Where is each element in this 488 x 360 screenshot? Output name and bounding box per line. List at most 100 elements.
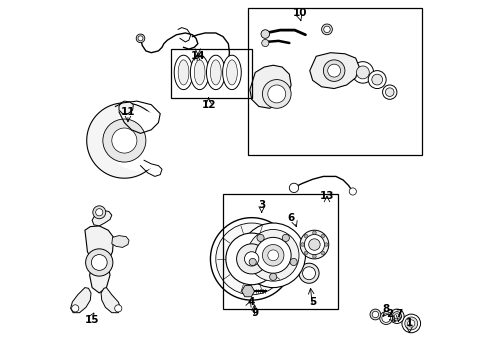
Text: 9: 9 bbox=[251, 308, 258, 318]
Circle shape bbox=[323, 26, 329, 33]
Circle shape bbox=[269, 273, 276, 280]
Circle shape bbox=[381, 314, 389, 322]
Bar bbox=[247, 8, 421, 155]
Polygon shape bbox=[174, 55, 192, 90]
Polygon shape bbox=[86, 103, 162, 178]
Polygon shape bbox=[210, 60, 221, 85]
Circle shape bbox=[247, 229, 298, 281]
Circle shape bbox=[262, 80, 290, 108]
Circle shape bbox=[356, 66, 368, 79]
Polygon shape bbox=[101, 288, 121, 313]
Text: 3: 3 bbox=[258, 200, 265, 210]
Circle shape bbox=[300, 230, 328, 259]
Circle shape bbox=[108, 110, 169, 171]
Circle shape bbox=[302, 267, 315, 280]
Circle shape bbox=[72, 305, 79, 312]
Polygon shape bbox=[70, 288, 91, 313]
Text: 7: 7 bbox=[394, 310, 402, 319]
Circle shape bbox=[320, 251, 324, 255]
Circle shape bbox=[308, 239, 320, 250]
Circle shape bbox=[96, 209, 102, 216]
Circle shape bbox=[256, 234, 264, 242]
Circle shape bbox=[255, 237, 290, 273]
Circle shape bbox=[215, 223, 287, 295]
Text: 14: 14 bbox=[190, 51, 205, 61]
Circle shape bbox=[300, 243, 304, 246]
Polygon shape bbox=[309, 53, 359, 89]
Circle shape bbox=[93, 206, 105, 219]
Circle shape bbox=[379, 312, 392, 324]
Circle shape bbox=[267, 250, 278, 261]
Circle shape bbox=[91, 255, 107, 270]
Circle shape bbox=[351, 62, 373, 83]
Polygon shape bbox=[241, 285, 254, 297]
Polygon shape bbox=[222, 55, 241, 90]
Polygon shape bbox=[190, 55, 208, 90]
Bar bbox=[223, 194, 337, 309]
Bar bbox=[171, 49, 251, 98]
Polygon shape bbox=[92, 211, 112, 226]
Circle shape bbox=[112, 128, 137, 153]
Circle shape bbox=[312, 255, 316, 258]
Circle shape bbox=[261, 30, 269, 39]
Circle shape bbox=[267, 85, 285, 103]
Circle shape bbox=[371, 311, 378, 318]
Polygon shape bbox=[178, 60, 188, 85]
Polygon shape bbox=[206, 55, 224, 90]
Circle shape bbox=[367, 71, 386, 89]
Polygon shape bbox=[119, 101, 133, 114]
Circle shape bbox=[298, 263, 319, 283]
Text: 10: 10 bbox=[292, 8, 306, 18]
Text: 5: 5 bbox=[308, 297, 316, 307]
Circle shape bbox=[115, 305, 122, 312]
Polygon shape bbox=[194, 60, 204, 85]
Circle shape bbox=[323, 60, 344, 81]
Text: 2: 2 bbox=[386, 310, 392, 319]
Text: 15: 15 bbox=[84, 315, 99, 325]
Polygon shape bbox=[249, 65, 290, 108]
Circle shape bbox=[85, 249, 113, 276]
Circle shape bbox=[312, 231, 316, 234]
Circle shape bbox=[261, 40, 268, 46]
Circle shape bbox=[382, 85, 396, 99]
Circle shape bbox=[324, 243, 327, 246]
Circle shape bbox=[241, 223, 305, 288]
Circle shape bbox=[102, 119, 145, 162]
Circle shape bbox=[236, 244, 266, 274]
Text: 8: 8 bbox=[382, 304, 389, 314]
Circle shape bbox=[385, 88, 393, 96]
Text: 11: 11 bbox=[121, 107, 135, 117]
Circle shape bbox=[136, 34, 144, 42]
Circle shape bbox=[304, 251, 307, 255]
Circle shape bbox=[369, 309, 380, 320]
Text: 6: 6 bbox=[287, 213, 294, 222]
Polygon shape bbox=[226, 60, 237, 85]
Circle shape bbox=[138, 36, 142, 41]
Circle shape bbox=[401, 314, 420, 333]
Circle shape bbox=[320, 234, 324, 238]
Circle shape bbox=[371, 74, 382, 85]
Circle shape bbox=[389, 309, 403, 323]
Circle shape bbox=[289, 258, 297, 266]
Circle shape bbox=[289, 183, 298, 193]
Circle shape bbox=[391, 312, 401, 321]
Text: 4: 4 bbox=[247, 297, 255, 307]
Circle shape bbox=[282, 234, 289, 242]
Text: 1: 1 bbox=[405, 319, 412, 328]
Circle shape bbox=[210, 218, 292, 300]
Text: 13: 13 bbox=[319, 191, 333, 201]
Circle shape bbox=[244, 252, 258, 266]
Circle shape bbox=[304, 234, 324, 255]
Circle shape bbox=[394, 314, 399, 319]
Circle shape bbox=[321, 24, 332, 35]
Polygon shape bbox=[85, 226, 113, 293]
Circle shape bbox=[348, 188, 356, 195]
Circle shape bbox=[262, 244, 284, 266]
Text: 12: 12 bbox=[201, 100, 215, 110]
Circle shape bbox=[304, 234, 307, 238]
Circle shape bbox=[407, 320, 414, 327]
Polygon shape bbox=[112, 235, 129, 247]
Circle shape bbox=[404, 317, 417, 330]
Circle shape bbox=[327, 64, 340, 77]
Circle shape bbox=[248, 258, 256, 266]
